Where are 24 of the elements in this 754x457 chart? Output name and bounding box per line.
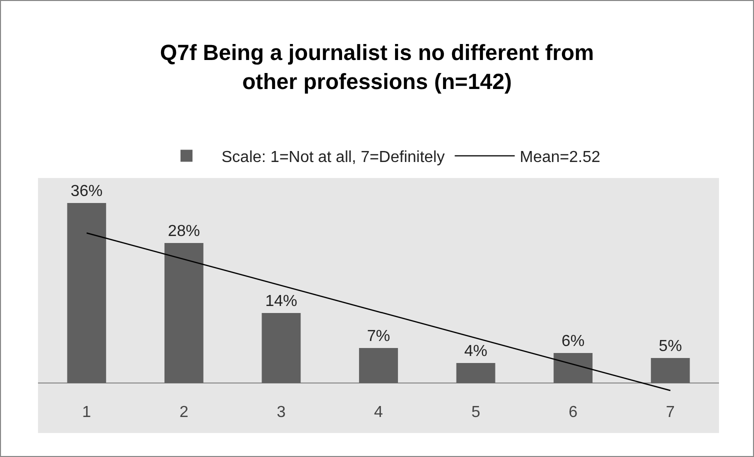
x-tick-label: 7 [666,404,675,421]
x-tick-label: 4 [374,404,384,421]
data-label: 7% [366,328,390,345]
data-label: 4% [464,343,488,360]
bar [262,313,301,383]
data-label: 14% [265,293,298,310]
data-label: 6% [562,333,585,350]
bar [650,358,690,383]
legend-label: Scale: 1=Not at all, 7=Definitely [222,149,445,166]
chart-title: Q7f Being a journalist is no different from other professions (n=142) [160,40,594,94]
x-tick-label: 6 [568,404,578,421]
bar [456,363,496,383]
data-label: 28% [168,223,200,240]
bar [359,348,398,383]
x-tick-label: 2 [179,404,188,421]
legend-label: Mean=2.52 [520,149,600,166]
data-label: 5% [658,338,682,355]
data-label: 36% [70,183,103,200]
bar [67,203,106,383]
x-tick-label: 5 [471,404,480,421]
bar [554,353,593,383]
bar [164,243,204,383]
x-tick-label: 3 [276,404,286,421]
x-tick-label: 1 [82,404,92,421]
